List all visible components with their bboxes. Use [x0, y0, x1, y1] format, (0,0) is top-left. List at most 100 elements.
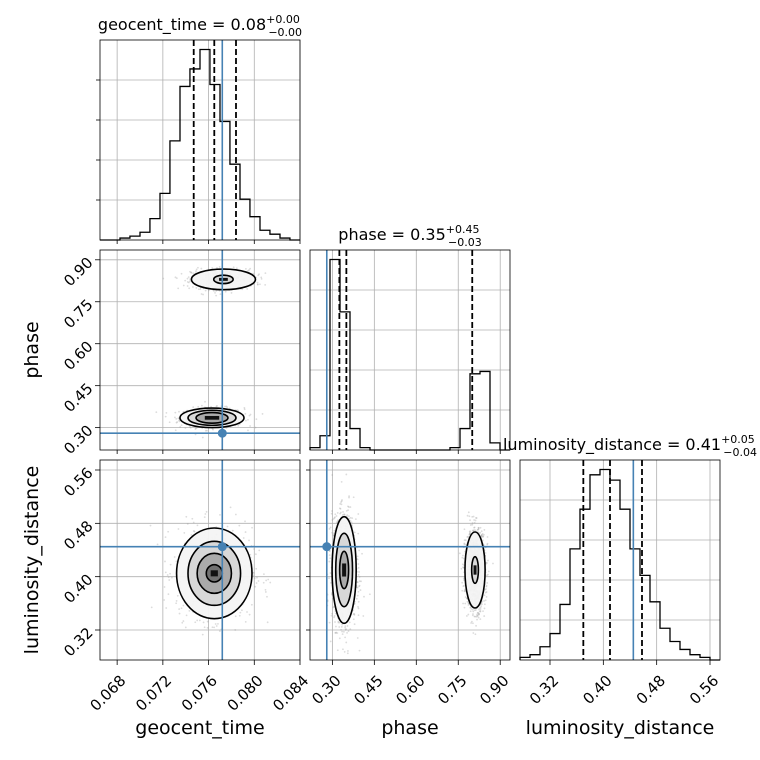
sample-point	[218, 630, 221, 633]
sample-point	[348, 496, 350, 499]
truth-point	[217, 542, 227, 552]
sample-point	[214, 623, 217, 625]
sample-point	[351, 517, 354, 520]
xtick-label-luminosity_distance: 0.48	[633, 672, 669, 708]
sample-point	[356, 586, 359, 589]
sample-point	[150, 606, 153, 609]
sample-point	[332, 533, 335, 536]
sample-point	[267, 578, 270, 581]
sample-point	[354, 518, 357, 521]
sample-point	[332, 534, 335, 537]
sample-point	[178, 420, 181, 423]
sample-point	[477, 528, 480, 530]
sample-point	[463, 589, 466, 592]
sample-point	[480, 534, 483, 537]
xtick-label-phase: 0.75	[434, 672, 470, 708]
sample-point	[180, 272, 183, 275]
sample-point	[175, 417, 178, 420]
sample-point	[357, 614, 360, 617]
sample-point	[362, 615, 365, 617]
sample-point	[458, 552, 461, 555]
sample-point	[334, 516, 336, 519]
sample-point	[189, 425, 191, 428]
sample-point	[192, 286, 194, 288]
sample-point	[346, 652, 349, 655]
sample-point	[342, 511, 344, 513]
sample-point	[192, 521, 195, 524]
sample-point	[334, 621, 336, 623]
sample-point	[344, 626, 347, 629]
sample-point	[346, 631, 348, 634]
sample-point	[346, 625, 349, 627]
sample-point	[487, 559, 489, 562]
sample-point	[189, 426, 192, 429]
sample-point	[224, 405, 226, 408]
sample-point	[248, 269, 250, 271]
density-peak	[473, 565, 477, 575]
sample-point	[177, 417, 180, 420]
density-layer	[175, 268, 486, 625]
sample-point	[357, 563, 360, 565]
sample-point	[229, 506, 232, 509]
sample-point	[468, 530, 471, 533]
sample-point	[186, 277, 189, 280]
sample-point	[480, 535, 483, 538]
sample-point	[468, 533, 471, 536]
sample-point	[175, 277, 178, 280]
sample-point	[473, 615, 476, 618]
sample-point	[462, 554, 464, 557]
sample-point	[469, 532, 471, 535]
title-plus-luminosity_distance: +0.05	[721, 433, 755, 446]
title-value-geocent_time: geocent_time = 0.08	[98, 15, 266, 35]
contour-level-0	[190, 268, 257, 291]
sample-point	[164, 415, 167, 418]
sample-point	[356, 558, 359, 561]
sample-point	[188, 609, 191, 612]
sample-point	[340, 625, 343, 628]
sample-point	[487, 573, 489, 576]
xtick-label-geocent_time: 0.072	[132, 672, 175, 715]
sample-point	[477, 526, 480, 529]
sample-point	[198, 619, 201, 622]
panel-frame-geocent_time	[99, 39, 301, 241]
sample-point	[186, 522, 189, 525]
sample-point	[264, 284, 267, 286]
sample-point	[462, 566, 464, 569]
sample-point	[234, 615, 237, 618]
sample-point	[487, 570, 490, 573]
sample-point	[481, 539, 484, 542]
title-plus-phase: +0.45	[446, 223, 480, 236]
sample-point	[328, 554, 331, 557]
sample-point	[348, 495, 350, 498]
sample-point	[486, 536, 489, 538]
sample-point	[201, 633, 204, 636]
sample-point	[174, 429, 177, 432]
title-geocent_time: geocent_time = 0.08+0.00 −0.00	[98, 13, 302, 39]
sample-point	[169, 572, 171, 575]
sample-point	[483, 533, 485, 536]
sample-point	[195, 268, 198, 271]
sample-point	[184, 279, 187, 282]
sample-point	[473, 526, 476, 529]
sample-point	[204, 400, 206, 403]
sample-point	[470, 607, 473, 610]
sample-point	[192, 272, 194, 275]
xtick-label-geocent_time: 0.080	[224, 672, 267, 715]
sample-point	[472, 515, 475, 518]
sample-point	[475, 615, 478, 618]
sample-point	[339, 502, 342, 505]
sample-point	[260, 277, 263, 280]
sample-point	[184, 427, 187, 429]
sample-point	[469, 524, 472, 526]
sample-point	[149, 524, 152, 527]
sample-point	[211, 267, 214, 269]
sample-point	[474, 633, 477, 636]
sample-point	[341, 623, 344, 626]
sample-point	[343, 513, 345, 516]
sample-point	[244, 412, 247, 415]
sample-point	[352, 618, 355, 621]
xaxis-label-luminosity_distance: luminosity_distance	[526, 717, 715, 739]
sample-point	[202, 293, 204, 296]
sample-point	[225, 405, 228, 408]
sample-point	[249, 553, 252, 556]
